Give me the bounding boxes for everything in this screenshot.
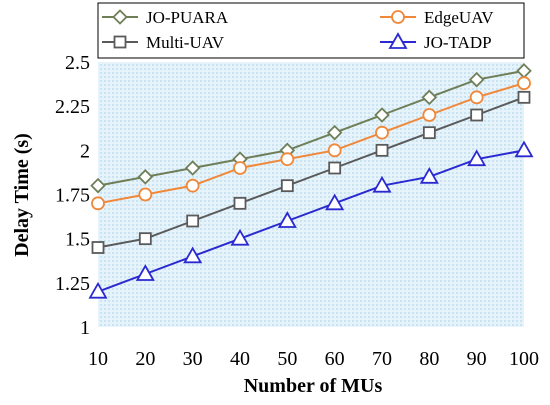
data-point — [183, 246, 203, 264]
data-point — [421, 89, 438, 106]
data-point — [280, 179, 294, 193]
y-tick-label: 1 — [80, 317, 90, 339]
y-tick-label: 1.5 — [65, 229, 90, 251]
legend-marker — [113, 35, 127, 49]
data-point — [91, 196, 105, 211]
x-axis-ticks: 10 20 30 40 50 60 70 80 90 100 — [88, 348, 539, 370]
x-tick-label: 50 — [277, 348, 297, 370]
series-line — [97, 69, 525, 187]
data-point — [137, 169, 154, 185]
series-line — [97, 96, 525, 249]
y-tick-label: 2 — [80, 140, 90, 162]
legend-marker — [388, 32, 408, 49]
data-point — [280, 152, 295, 167]
legend-label: EdgeUAV — [424, 8, 494, 27]
data-point — [375, 143, 389, 157]
data-point — [470, 108, 484, 122]
y-tick-label: 1.25 — [55, 273, 90, 295]
data-point — [138, 232, 152, 246]
legend-items: JO-PUARA EdgeUAV Multi-UAV JO-TADP — [102, 8, 494, 52]
data-point — [135, 264, 155, 281]
series-line — [97, 82, 525, 205]
data-point — [186, 214, 200, 228]
y-tick-label: 2.25 — [55, 96, 90, 118]
data-point — [469, 90, 484, 105]
y-tick-label: 1.75 — [55, 185, 90, 207]
legend-item: JO-PUARA — [102, 8, 229, 27]
data-point — [277, 211, 297, 228]
data-point — [374, 107, 390, 123]
legend-marker — [391, 10, 405, 24]
legend-box — [97, 2, 525, 59]
data-point — [422, 108, 437, 122]
x-tick-label: 80 — [419, 348, 439, 370]
data-point — [422, 126, 436, 140]
x-axis-title: Number of MUs — [244, 375, 383, 397]
data-point — [468, 71, 485, 88]
x-tick-label: 60 — [325, 348, 345, 370]
data-point — [185, 178, 200, 193]
legend-label: JO-TADP — [424, 33, 492, 52]
x-tick-label: 90 — [467, 348, 487, 370]
data-point — [138, 187, 153, 202]
legend-item: EdgeUAV — [380, 8, 494, 27]
legend-marker — [112, 9, 128, 25]
x-tick-label: 30 — [183, 348, 203, 370]
data-point — [328, 161, 342, 175]
data-point — [90, 177, 106, 194]
series-jo-tadp — [88, 140, 534, 299]
data-point — [91, 241, 105, 254]
data-point — [325, 193, 345, 211]
x-tick-label: 70 — [372, 348, 392, 370]
legend-item: Multi-UAV — [102, 33, 225, 52]
y-axis-title: Delay Time (s) — [11, 133, 33, 257]
series-multi-uav — [91, 90, 531, 254]
data-point — [230, 228, 250, 246]
data-point — [88, 281, 108, 299]
plot-area — [98, 62, 524, 327]
data-point — [372, 175, 392, 193]
x-tick-label: 20 — [135, 348, 155, 370]
legend-label: Multi-UAV — [146, 33, 225, 52]
data-point — [233, 196, 247, 210]
x-tick-label: 10 — [88, 348, 108, 370]
y-axis-ticks: 1 1.25 1.5 1.75 2 2.25 2.5 — [55, 52, 90, 339]
legend: JO-PUARA EdgeUAV Multi-UAV JO-TADP — [97, 2, 525, 59]
series-line — [97, 149, 525, 293]
data-point — [419, 167, 439, 184]
data-point — [184, 160, 201, 176]
data-point — [517, 76, 531, 91]
legend-item: JO-TADP — [380, 32, 492, 52]
data-point — [326, 124, 343, 141]
x-tick-label: 40 — [230, 348, 250, 370]
series-layer — [88, 63, 534, 299]
data-point — [375, 125, 389, 140]
data-point — [327, 143, 342, 158]
series-edgeuav — [91, 76, 531, 211]
data-point — [233, 161, 247, 175]
y-tick-label: 2.5 — [65, 52, 90, 74]
data-point — [467, 149, 487, 167]
x-tick-label: 100 — [509, 348, 539, 370]
legend-label: JO-PUARA — [146, 8, 229, 27]
data-point — [517, 90, 531, 104]
data-point — [514, 140, 534, 158]
